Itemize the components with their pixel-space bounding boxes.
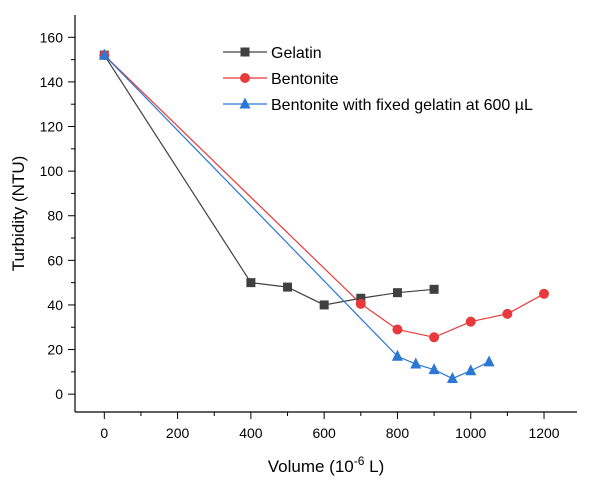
- data-point-triangle: [446, 372, 458, 384]
- data-point-circle: [355, 298, 366, 309]
- data-point-triangle: [391, 349, 403, 361]
- data-point-circle: [502, 308, 513, 319]
- data-point-triangle: [483, 355, 495, 367]
- data-point-triangle: [98, 48, 110, 60]
- data-point-circle: [429, 332, 440, 343]
- x-tick-label: 800: [386, 425, 410, 441]
- data-point-triangle: [465, 364, 477, 376]
- x-tick-label: 600: [312, 425, 336, 441]
- legend-marker-triangle: [239, 97, 251, 109]
- legend-label: Bentonite: [271, 71, 339, 88]
- data-point-triangle: [410, 357, 422, 369]
- legend-marker-circle: [240, 73, 250, 83]
- x-axis-title-main: Volume (10: [268, 457, 354, 476]
- legend: Gelatin Bentonite Bentonite with fixed gel…: [223, 45, 533, 114]
- y-tick-label: 20: [47, 342, 63, 358]
- x-tick-label: 1200: [528, 425, 559, 441]
- y-tick-label: 100: [40, 163, 64, 179]
- y-tick-label: 140: [40, 74, 64, 90]
- data-point-circle: [539, 288, 550, 299]
- data-point-triangle: [428, 363, 440, 375]
- series-markers: [98, 48, 550, 384]
- legend-label: Gelatin: [271, 45, 322, 62]
- x-tick-label: 400: [239, 425, 263, 441]
- data-point-square: [283, 282, 293, 292]
- data-point-square: [319, 300, 329, 310]
- x-axis-title: Volume (10-6 L): [268, 454, 385, 476]
- data-point-square: [392, 288, 402, 298]
- x-tick-label: 1000: [455, 425, 486, 441]
- data-point-circle: [465, 316, 476, 327]
- y-axis-title: Turbidity (NTU): [9, 156, 28, 272]
- series-line-square: [103, 54, 435, 306]
- data-point-square: [429, 284, 439, 294]
- y-tick-label: 120: [40, 119, 64, 135]
- x-tick-label: 200: [166, 425, 190, 441]
- data-point-square: [246, 278, 256, 288]
- y-tick-label: 0: [55, 386, 63, 402]
- axes: 0 200 400 600 800 1000 1200 0 20 40 60 80 100 120 140 1…: [40, 15, 577, 441]
- y-tick-label: 40: [47, 297, 63, 313]
- legend-marker-square: [240, 47, 250, 57]
- y-tick-label: 60: [47, 252, 63, 268]
- x-axis-title-tail: L): [364, 457, 384, 476]
- y-tick-label: 160: [40, 29, 64, 45]
- legend-label: Bentonite with fixed gelatin at 600 µL: [271, 97, 533, 114]
- x-tick-label: 0: [100, 425, 108, 441]
- data-point-square: [356, 293, 366, 303]
- y-tick-label: 80: [47, 208, 63, 224]
- data-point-circle: [392, 324, 403, 335]
- x-axis-title-sup: -6: [354, 454, 365, 468]
